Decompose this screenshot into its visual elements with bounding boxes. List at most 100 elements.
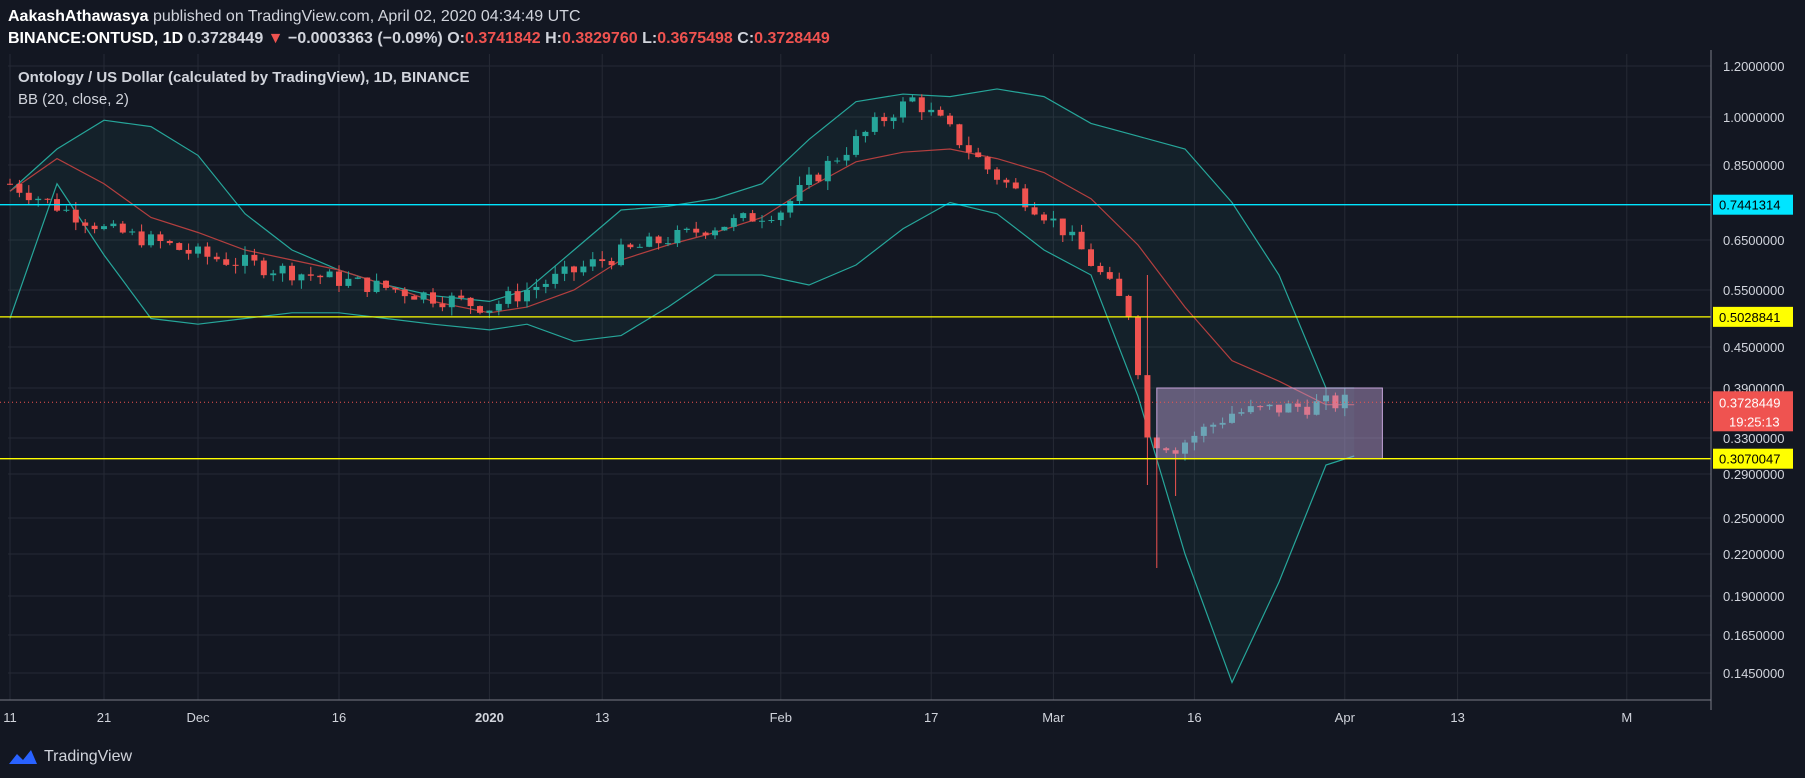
y-tick-label: 0.5500000: [1723, 283, 1784, 298]
candle-body: [674, 229, 681, 244]
x-tick-label: Dec: [186, 710, 210, 725]
publish-line: AakashAthawasya published on TradingView…: [8, 6, 830, 28]
level-price-label: 0.7441314: [1719, 198, 1780, 213]
candle-body: [928, 109, 935, 113]
candle-body: [326, 271, 333, 278]
footer-brand[interactable]: TradingView: [8, 748, 132, 766]
x-tick-label: 11: [3, 710, 17, 725]
bollinger-bands: [9, 88, 1355, 685]
candle-body: [552, 273, 559, 284]
ohlc-low-value: 0.3675498: [657, 30, 733, 47]
candle-body: [279, 265, 286, 274]
x-tick-label: Apr: [1335, 710, 1356, 725]
candle-body: [900, 101, 906, 118]
level-price-tag: [1713, 448, 1793, 469]
candle-body: [1031, 207, 1038, 215]
candle-body: [392, 287, 399, 290]
candle-body: [571, 266, 577, 273]
candle-body: [909, 97, 916, 102]
candle-body: [35, 198, 42, 201]
candle-body: [824, 160, 831, 182]
bb-upper-line: [9, 88, 1355, 389]
candle-body: [834, 160, 841, 162]
candle-body: [270, 273, 277, 276]
ohlc-high-label: H:: [545, 30, 562, 47]
candle-body: [1266, 404, 1273, 407]
candle-body: [307, 274, 314, 276]
x-tick-label: M: [1621, 710, 1632, 725]
candle-body: [693, 228, 700, 233]
candle-body: [768, 220, 775, 222]
chart-grid: [8, 54, 1711, 700]
candle-body: [1106, 272, 1113, 279]
candle-body: [383, 280, 389, 288]
candle-body: [185, 249, 192, 254]
candle-body: [918, 97, 925, 113]
candle-body: [740, 213, 747, 219]
candle-body: [373, 280, 380, 292]
candle-body: [1219, 422, 1226, 425]
y-tick-label: 1.0000000: [1723, 110, 1784, 125]
candle-body: [947, 115, 953, 125]
x-tick-label: 2020: [475, 710, 504, 725]
candle-body: [1210, 424, 1217, 427]
candle-body: [1116, 278, 1123, 296]
candle-body: [251, 254, 258, 261]
candle-body: [430, 292, 436, 304]
candle-body: [1003, 179, 1010, 183]
x-tick-label: 17: [924, 710, 938, 725]
candle-body: [16, 183, 23, 193]
candle-body: [336, 271, 342, 286]
x-tick-label: 13: [595, 710, 609, 725]
candle-body: [401, 289, 408, 297]
ohlc-high-value: 0.3829760: [561, 30, 638, 47]
symbol-line: BINANCE:ONTUSD, 1D 0.3728449 ▼ −0.000336…: [8, 28, 830, 50]
candle-body: [232, 264, 239, 266]
candle-body: [580, 266, 587, 273]
candle-body: [420, 292, 427, 300]
author-name[interactable]: AakashAthawasya: [8, 8, 149, 25]
candle-body: [110, 223, 117, 227]
candle-body: [119, 223, 126, 233]
candle-body: [1078, 231, 1085, 250]
candle-body: [759, 220, 765, 222]
candle-body: [881, 117, 888, 122]
candle-body: [636, 246, 643, 248]
candlestick-series: [7, 94, 1348, 568]
candle-body: [1257, 406, 1264, 408]
candle-body: [213, 256, 220, 260]
level-price-label: 0.5028841: [1719, 310, 1780, 325]
last-price: 0.3728449: [187, 30, 264, 47]
candle-body: [777, 212, 784, 221]
candle-body: [618, 244, 624, 266]
candle-body: [862, 131, 869, 137]
level-price-label: 0.3070047: [1719, 452, 1780, 467]
y-tick-label: 0.2900000: [1723, 467, 1784, 482]
candle-body: [1022, 188, 1029, 208]
candle-body: [721, 226, 728, 231]
candle-body: [627, 244, 634, 248]
candle-body: [608, 261, 615, 266]
chart-axes: 1.2000000 1.0000000 0.8500000 0.6500000 0.55…: [0, 50, 1793, 725]
candle-body: [223, 259, 230, 265]
candle-body: [1313, 401, 1320, 415]
y-tick-label: 0.8500000: [1723, 158, 1784, 173]
candle-body: [1059, 218, 1066, 236]
candle-body: [25, 192, 32, 201]
candle-body: [561, 266, 568, 274]
candle-body: [1069, 231, 1076, 236]
level-price-tag: [1713, 306, 1793, 327]
candle-body: [1172, 450, 1179, 454]
bb-fill: [10, 88, 1355, 683]
candle-body: [91, 225, 98, 230]
y-tick-label: 0.1450000: [1723, 666, 1784, 681]
candle-body: [148, 234, 154, 246]
y-tick-label: 0.4500000: [1723, 340, 1784, 355]
candle-body: [495, 303, 502, 311]
candle-body: [599, 259, 606, 262]
chart-title: Ontology / US Dollar (calculated by Trad…: [18, 69, 469, 86]
candle-body: [458, 295, 465, 298]
ohlc-close-label: C:: [737, 30, 755, 47]
